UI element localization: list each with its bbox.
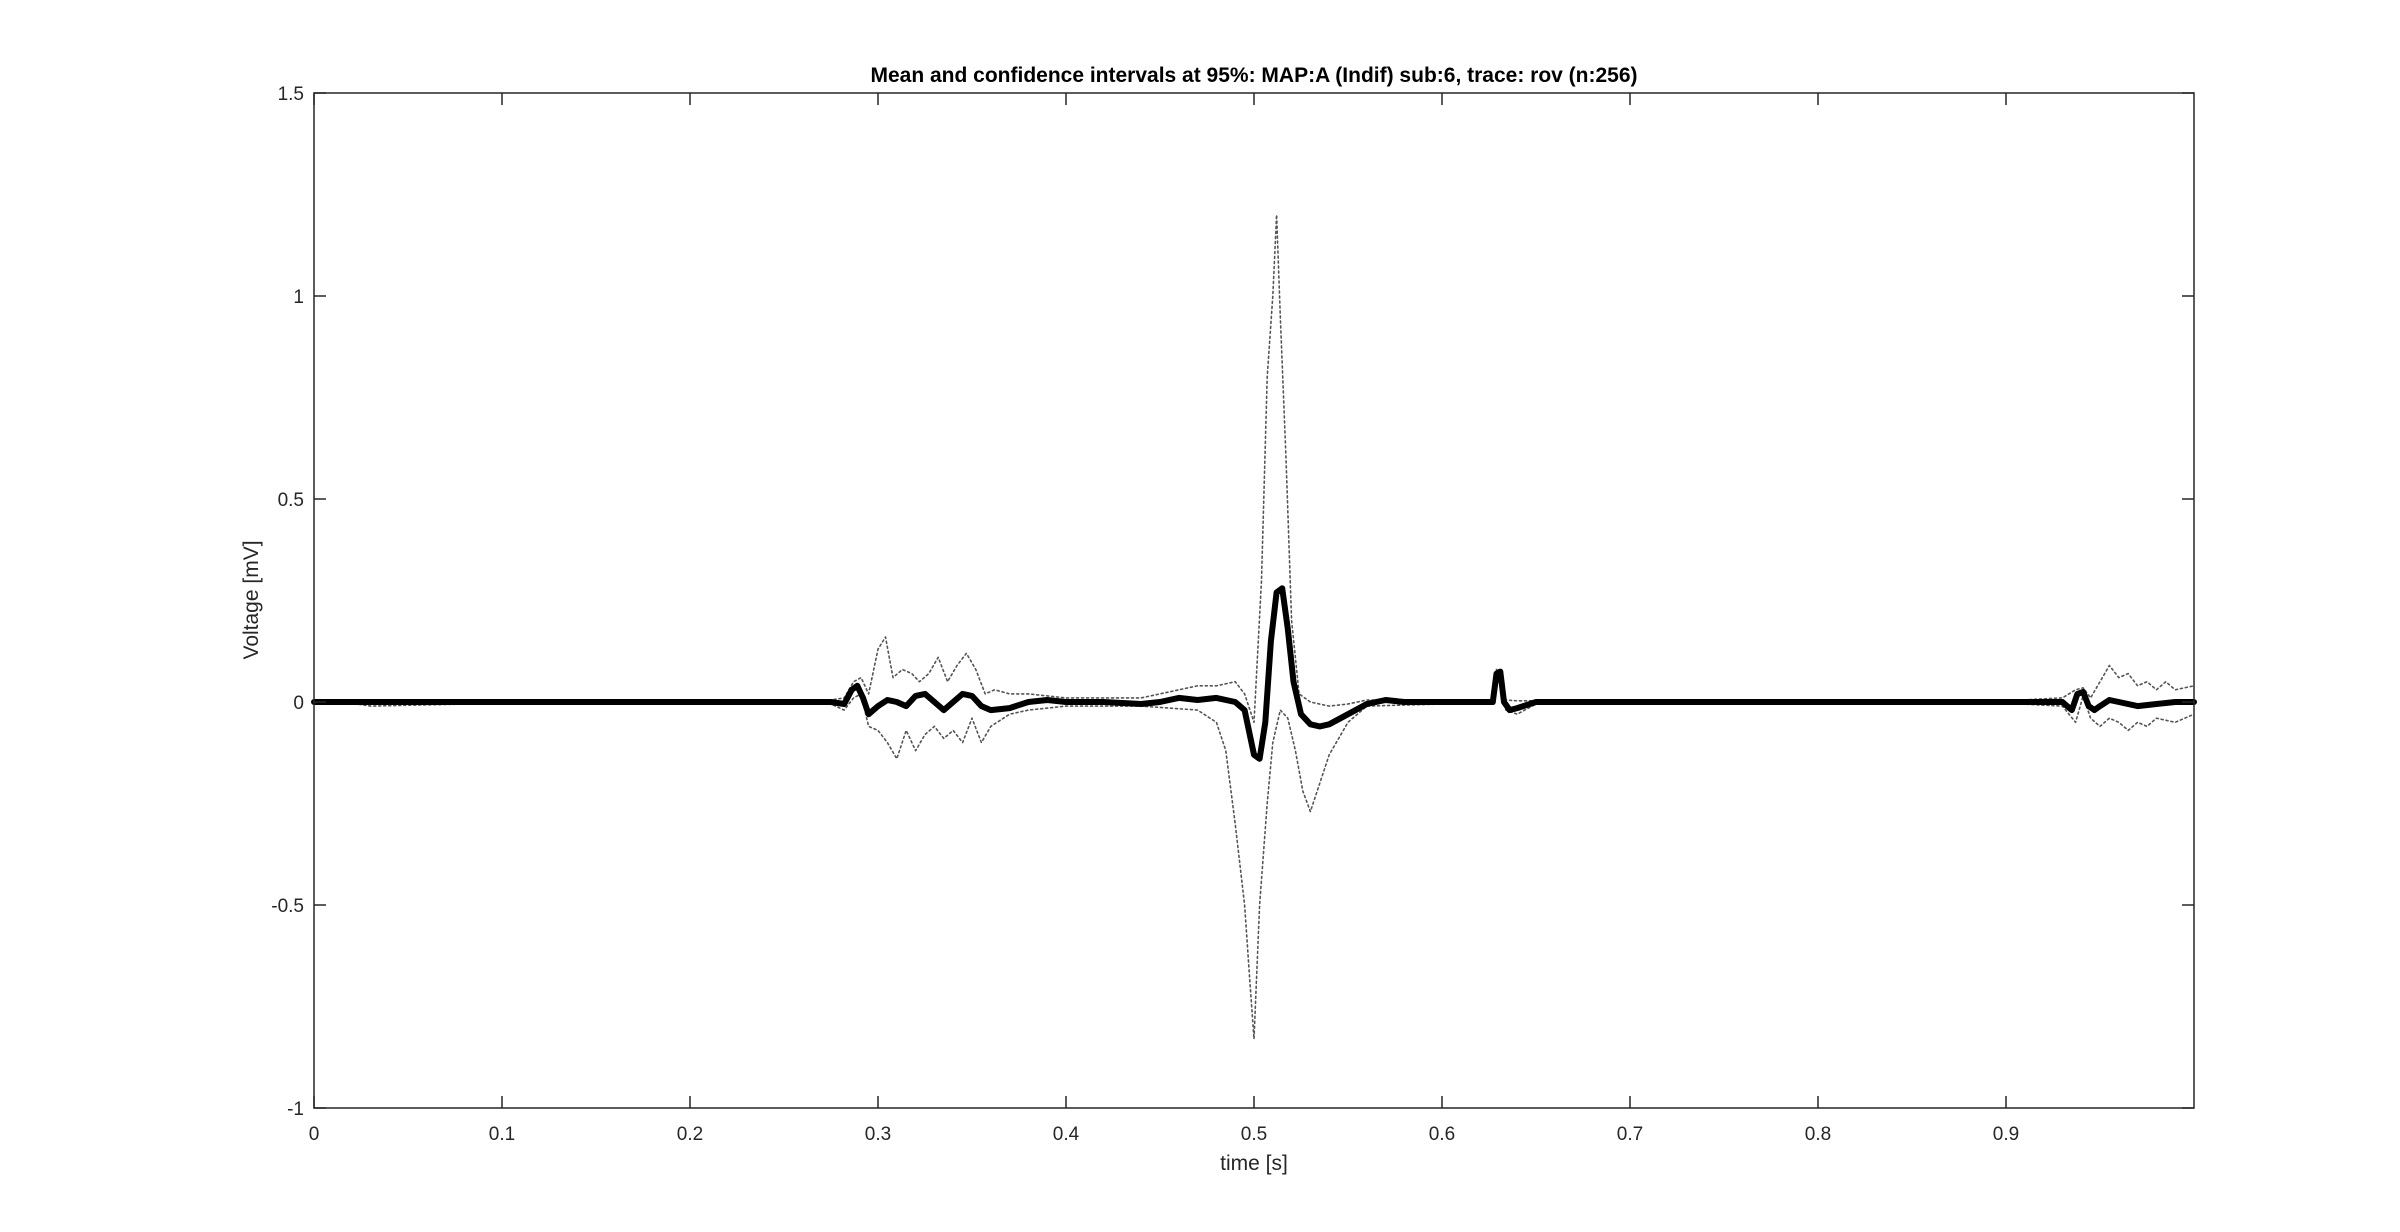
x-tick-label: 0.3 [865, 1124, 891, 1145]
x-axis-label: time [s] [1220, 1152, 1288, 1175]
y-tick-label: 0 [293, 693, 304, 714]
chart-title: Mean and confidence intervals at 95%: MA… [870, 64, 1637, 87]
y-axis-label: Voltage [mV] [240, 540, 263, 659]
x-tick-label: 0.5 [1241, 1124, 1267, 1145]
x-tick-label: 0.8 [1805, 1124, 1831, 1145]
series-layer [311, 214, 2197, 1040]
x-tick-label: 0.9 [1993, 1124, 2019, 1145]
y-tick-label: 1 [293, 287, 304, 308]
x-tick-label: 0.4 [1053, 1124, 1080, 1145]
x-tick-label: 0.7 [1617, 1124, 1643, 1145]
y-tick-label: 1.5 [278, 84, 304, 105]
x-tick-label: 0.1 [489, 1124, 515, 1145]
x-tick-label: 0.6 [1429, 1124, 1455, 1145]
y-tick-label: -0.5 [271, 896, 304, 917]
series-line-lower-95-CI [313, 676, 2195, 1040]
y-axis-ticks: -1 -0.5 0 0.5 1 1.5 [271, 84, 2194, 1120]
series-line-upper-95-CI [313, 214, 2195, 724]
plot-area: 0 0.1 0.2 0.3 0.4 0.5 0.6 0.7 0.8 0.9 -1 -0.5 0 0.5 1… [271, 84, 2197, 1145]
plot-background [314, 93, 2194, 1108]
x-axis-ticks: 0 0.1 0.2 0.3 0.4 0.5 0.6 0.7 0.8 0.9 [309, 93, 2019, 1145]
x-tick-label: 0.2 [677, 1124, 703, 1145]
x-tick-label: 0 [309, 1124, 320, 1145]
y-tick-label: -1 [287, 1099, 304, 1120]
series-line-mean [311, 585, 2197, 762]
y-tick-label: 0.5 [278, 490, 304, 511]
